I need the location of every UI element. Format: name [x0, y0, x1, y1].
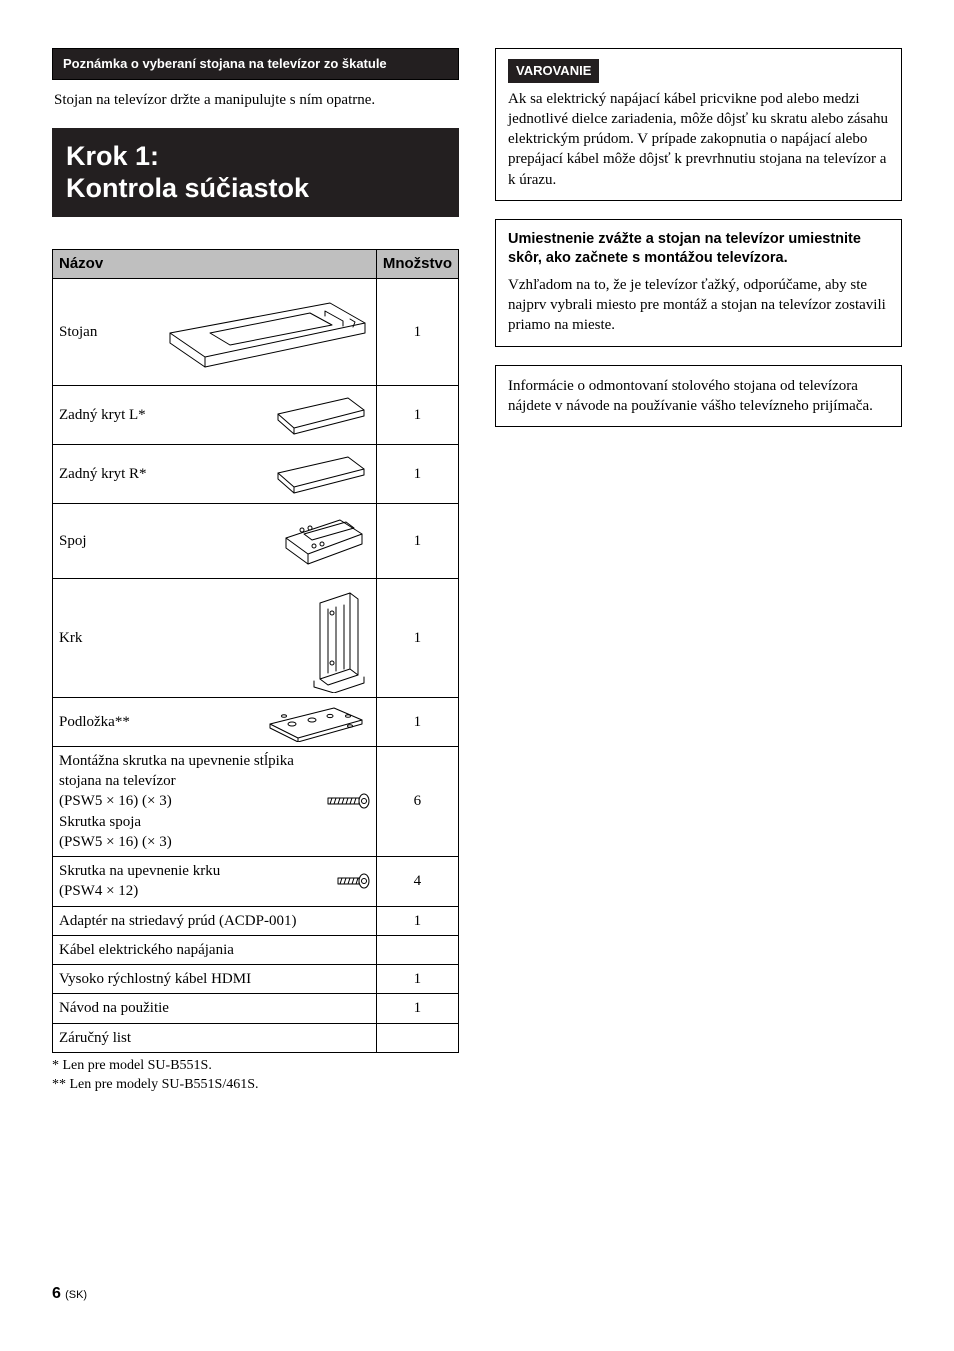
joint-icon: [274, 508, 370, 574]
warning-body: Ak sa elektrický napájací kábel pricvikn…: [508, 89, 889, 190]
note-box: Poznámka o vyberaní stojana na televízor…: [52, 48, 459, 80]
step-heading: Krok 1: Kontrola súčiastok: [52, 128, 459, 217]
cell-name: Krk: [53, 578, 377, 697]
table-row: Skrutka na upevnenie krku (PSW4 × 12) 4: [53, 857, 459, 907]
cell-name: Stojan: [53, 278, 377, 385]
page-number-value: 6: [52, 1285, 61, 1302]
part-illustration: [270, 390, 370, 440]
table-row: Montážna skrutka na upevnenie stĺpika st…: [53, 746, 459, 856]
part-name: Stojan: [59, 322, 142, 342]
cell-qty: 4: [376, 857, 458, 907]
table-row: Adaptér na striedavý prúd (ACDP-001)1: [53, 906, 459, 935]
cell-name: Zadný kryt R*: [53, 444, 377, 503]
part-name: Montážna skrutka na upevnenie stĺpika st…: [59, 751, 316, 852]
part-name: Zadný kryt L*: [59, 405, 262, 425]
placement-heading: Umiestnenie zvážte a stojan na televízor…: [508, 230, 889, 269]
screw-icon: [324, 792, 370, 810]
neck-icon: [306, 583, 370, 693]
base-icon: [260, 702, 370, 742]
cell-name: Adaptér na striedavý prúd (ACDP-001): [53, 906, 377, 935]
part-name: Podložka**: [59, 712, 252, 732]
table-row: Kábel elektrického napájania: [53, 935, 459, 964]
cell-name: Záručný list: [53, 1023, 377, 1052]
part-name: Krk: [59, 628, 298, 648]
warning-label: VAROVANIE: [508, 59, 599, 83]
screw-icon: [332, 872, 370, 890]
table-row: Záručný list: [53, 1023, 459, 1052]
cell-qty: 1: [376, 697, 458, 746]
cell-qty: 1: [376, 578, 458, 697]
footnote-1: * Len pre model SU-B551S.: [52, 1057, 459, 1076]
th-qty: Množstvo: [376, 249, 458, 278]
warning-box: VAROVANIE Ak sa elektrický napájací kábe…: [495, 48, 902, 201]
table-row: Podložka** 1: [53, 697, 459, 746]
cell-qty: 1: [376, 994, 458, 1023]
table-row: Krk 1: [53, 578, 459, 697]
part-illustration: [150, 283, 370, 381]
table-row: Vysoko rýchlostný kábel HDMI1: [53, 965, 459, 994]
step-line2: Kontrola súčiastok: [66, 172, 445, 204]
note-body: Stojan na televízor držte a manipulujte …: [54, 90, 457, 110]
cell-qty: 1: [376, 278, 458, 385]
cell-name: Skrutka na upevnenie krku (PSW4 × 12): [53, 857, 377, 907]
cell-qty: 1: [376, 385, 458, 444]
right-column: VAROVANIE Ak sa elektrický napájací kábe…: [495, 48, 902, 1095]
cell-name: Podložka**: [53, 697, 377, 746]
part-illustration: [306, 583, 370, 693]
note-title: Poznámka o vyberaní stojana na televízor…: [53, 49, 458, 79]
table-row: Návod na použitie1: [53, 994, 459, 1023]
footnotes: * Len pre model SU-B551S. ** Len pre mod…: [52, 1057, 459, 1095]
parts-table: Názov Množstvo Stojan 1Zadný kryt L* 1Za…: [52, 249, 459, 1053]
cell-qty: [376, 935, 458, 964]
placement-box: Umiestnenie zvážte a stojan na televízor…: [495, 219, 902, 347]
page-lang: (SK): [65, 1289, 87, 1301]
cell-name: Zadný kryt L*: [53, 385, 377, 444]
page-number: 6 (SK): [52, 1283, 87, 1305]
cell-name: Vysoko rýchlostný kábel HDMI: [53, 965, 377, 994]
table-row: Stojan 1: [53, 278, 459, 385]
cell-qty: [376, 1023, 458, 1052]
panel-icon: [270, 390, 370, 440]
part-name: Spoj: [59, 531, 266, 551]
part-illustration: [270, 449, 370, 499]
th-name: Názov: [53, 249, 377, 278]
info-box: Informácie o odmontovaní stolového stoja…: [495, 365, 902, 428]
cell-qty: 1: [376, 444, 458, 503]
table-row: Zadný kryt R* 1: [53, 444, 459, 503]
part-name: Skrutka na upevnenie krku (PSW4 × 12): [59, 861, 324, 902]
left-column: Poznámka o vyberaní stojana na televízor…: [52, 48, 459, 1095]
info-body: Informácie o odmontovaní stolového stoja…: [508, 376, 889, 417]
placement-body: Vzhľadom na to, že je televízor ťažký, o…: [508, 275, 889, 336]
part-illustration: [324, 792, 370, 810]
stand-icon: [150, 283, 370, 381]
cell-qty: 1: [376, 965, 458, 994]
cell-qty: 1: [376, 503, 458, 578]
part-illustration: [332, 872, 370, 890]
cell-name: Spoj: [53, 503, 377, 578]
cell-name: Kábel elektrického napájania: [53, 935, 377, 964]
cell-name: Montážna skrutka na upevnenie stĺpika st…: [53, 746, 377, 856]
footnote-2: ** Len pre modely SU-B551S/461S.: [52, 1076, 459, 1095]
cell-qty: 6: [376, 746, 458, 856]
panel-icon: [270, 449, 370, 499]
part-name: Zadný kryt R*: [59, 464, 262, 484]
cell-qty: 1: [376, 906, 458, 935]
part-illustration: [274, 508, 370, 574]
step-line1: Krok 1:: [66, 140, 445, 172]
cell-name: Návod na použitie: [53, 994, 377, 1023]
part-illustration: [260, 702, 370, 742]
table-row: Zadný kryt L* 1: [53, 385, 459, 444]
table-row: Spoj 1: [53, 503, 459, 578]
